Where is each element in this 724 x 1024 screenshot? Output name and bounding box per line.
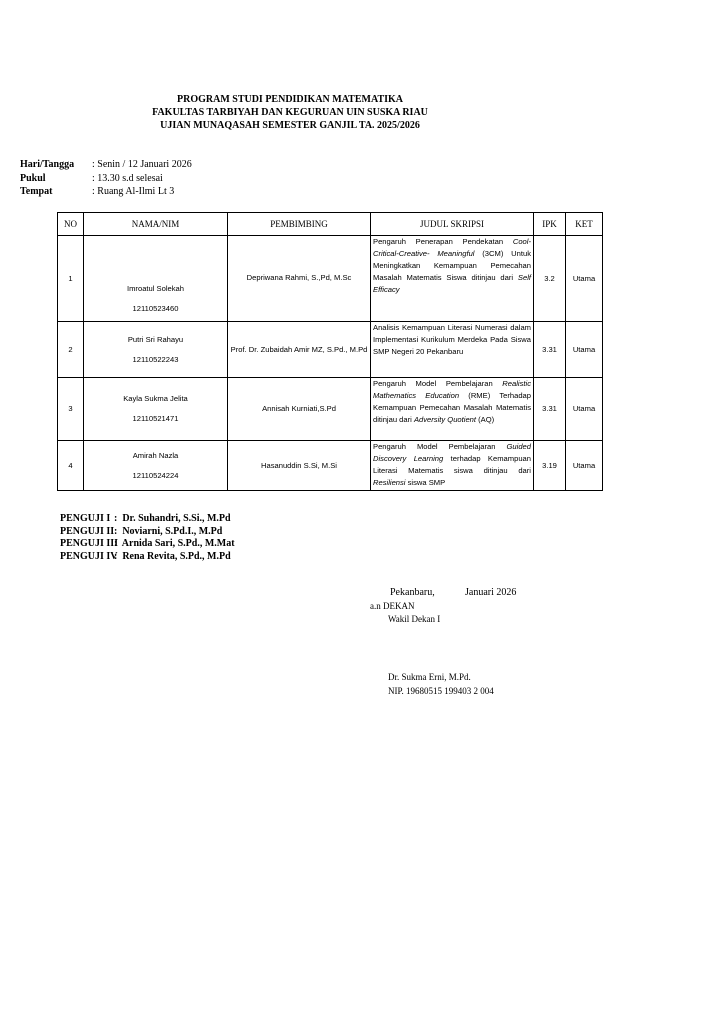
judul-part: Self Efficacy — [373, 273, 531, 294]
cell-ket: Utama — [565, 440, 603, 491]
judul-part: Pengaruh Model Pembelajaran — [373, 379, 503, 388]
cell-judul: Analisis Kemampuan Literasi Numerasi dal… — [370, 321, 534, 378]
header-line: PROGRAM STUDI PENDIDIKAN MATEMATIKA — [176, 94, 404, 105]
penguji-label: PENGUJI II — [60, 525, 115, 537]
judul-part: siswa SMP — [405, 478, 446, 487]
column-header: KET — [565, 212, 603, 236]
cell-ket: Utama — [565, 321, 603, 378]
judul-part: terhadap Kemampuan Literasi Matematis si… — [373, 454, 531, 475]
cell-nama: Putri Sri Rahayu 12110522243 — [83, 321, 228, 378]
cell-ket: Utama — [565, 235, 603, 322]
table-row: 1 Imroatul Solekah 12110523460 Depriwana Ra… — [57, 235, 603, 322]
signature-role: Wakil Dekan I — [388, 614, 441, 624]
cell-ipk: 3.31 — [533, 377, 566, 441]
header-line: UJIAN MUNAQASAH SEMESTER GANJIL TA. 2025… — [160, 120, 420, 131]
cell-ipk: 3.19 — [533, 440, 566, 491]
signature-name: Dr. Sukma Erni, M.Pd. — [388, 672, 471, 682]
judul-part: (3CM) Untuk Meningkatkan Kemampuan Pemec… — [373, 249, 531, 282]
cell-nama: Kayla Sukma Jelita 12110521471 — [83, 377, 228, 441]
cell-no: 2 — [57, 321, 84, 378]
column-header: PEMBIMBING — [227, 212, 371, 236]
header-row: NO NAMA/NIM PEMBIMBING JUDUL SKRIPSI IPK KET — [57, 212, 603, 236]
penguji-label: PENGUJI III — [60, 538, 119, 550]
penguji-name: : Dr. Suhandri, S.Si., M.Pd — [114, 513, 231, 524]
pembimbing: Annisah Kurniati,S.Pd — [262, 404, 336, 413]
cell-ipk: 3.2 — [533, 235, 566, 322]
nim: 12110523460 — [132, 303, 179, 313]
judul-part: (AQ) — [476, 415, 495, 424]
table-row: 4 Amirah Nazla 12110524224 Hasanuddin S.Si,… — [57, 440, 603, 491]
penguji-name: : Noviarni, S.Pd.I., M.Pd — [114, 525, 223, 537]
column-header: NAMA/NIM — [83, 212, 228, 236]
column-header: NO — [57, 212, 84, 236]
cell-pembimbing: Hasanuddin S.Si, M.Si — [227, 440, 371, 491]
cell-nama: Amirah Nazla 12110524224 — [83, 440, 228, 491]
signature-place: Pekanbaru, — [390, 587, 435, 598]
signature-date: Januari 2026 — [465, 587, 517, 598]
exam-table: NO NAMA/NIM PEMBIMBING JUDUL SKRIPSI IPK KET 1… — [57, 212, 603, 491]
judul-part: Pengaruh Penerapan Pendekatan — [373, 237, 513, 246]
cell-pembimbing: Prof. Dr. Zubaidah Amir MZ, S.Pd., M.Pd — [227, 321, 371, 378]
column-header: JUDUL SKRIPSI — [370, 212, 534, 236]
cell-pembimbing: Depriwana Rahmi, S.,Pd, M.Sc — [227, 235, 371, 322]
judul-part: Cool-Critical-Creative- Meaningful — [373, 237, 531, 258]
info-label: Tempat — [20, 186, 53, 197]
info-label: Hari/Tangga — [20, 159, 75, 170]
nama: Amirah Nazla — [132, 450, 179, 460]
cell-judul: Pengaruh Model Pembelajaran Guided Disco… — [370, 440, 534, 491]
info-value: : Ruang Al-Ilmi Lt 3 — [92, 186, 175, 197]
cell-nama: Imroatul Solekah 12110523460 — [83, 235, 228, 322]
cell-judul: Pengaruh Penerapan Pendekatan Cool-Criti… — [370, 235, 534, 322]
cell-no: 4 — [57, 440, 84, 491]
cell-ket: Utama — [565, 377, 603, 441]
nim: 12110521471 — [132, 414, 179, 423]
info-value: : Senin / 12 Januari 2026 — [92, 159, 192, 170]
judul-part: Adversity Quotient — [413, 415, 476, 424]
judul-part: Guided Discovery Learning — [373, 442, 531, 463]
penguji-label: PENGUJI IV — [60, 551, 118, 563]
pembimbing: Depriwana Rahmi, S.,Pd, M.Sc — [246, 273, 352, 282]
column-header: IPK — [533, 212, 566, 236]
judul-part: Resiliensi — [373, 478, 406, 487]
table-row: 2 Putri Sri Rahayu 12110522243 Prof. Dr. Zu… — [57, 321, 603, 378]
penguji-label: PENGUJI I — [60, 513, 111, 524]
judul-part: (RME) Terhadap Kemampuan Pemecahan Masal… — [373, 391, 531, 424]
cell-judul: Pengaruh Model Pembelajaran Realistic Ma… — [370, 377, 534, 441]
cell-no: 3 — [57, 377, 84, 441]
nim: 12110524224 — [132, 470, 179, 480]
nama: Imroatul Solekah — [127, 283, 184, 293]
judul-part: Realistic Mathematics Education — [373, 379, 531, 400]
judul-part: Pengaruh Model Pembelajaran — [373, 442, 507, 451]
cell-pembimbing: Annisah Kurniati,S.Pd — [227, 377, 371, 441]
penguji-name: : Rena Revita, S.Pd., M.Pd — [114, 551, 231, 563]
info-value: : 13.30 s.d selesai — [92, 173, 163, 184]
pembimbing: Prof. Dr. Zubaidah Amir MZ, S.Pd., M.Pd — [230, 344, 368, 354]
signature-an: a.n DEKAN — [370, 601, 415, 611]
pembimbing: Hasanuddin S.Si, M.Si — [261, 460, 337, 470]
cell-no: 1 — [57, 235, 84, 322]
nama: Putri Sri Rahayu — [127, 334, 184, 344]
judul-part: Analisis Kemampuan Literasi Numerasi dal… — [373, 323, 531, 356]
table-row: 3 Kayla Sukma Jelita 12110521471 Annisah Ku… — [57, 377, 603, 441]
nim: 12110522243 — [132, 354, 179, 364]
info-label: Pukul — [20, 173, 46, 184]
nama: Kayla Sukma Jelita — [123, 394, 188, 403]
penguji-name: : Arnida Sari, S.Pd., M.Mat — [114, 538, 235, 550]
signature-nip: NIP. 19680515 199403 2 004 — [388, 686, 494, 696]
cell-ipk: 3.31 — [533, 321, 566, 378]
header-line: FAKULTAS TARBIYAH DAN KEGURUAN UIN SUSKA… — [152, 107, 428, 118]
